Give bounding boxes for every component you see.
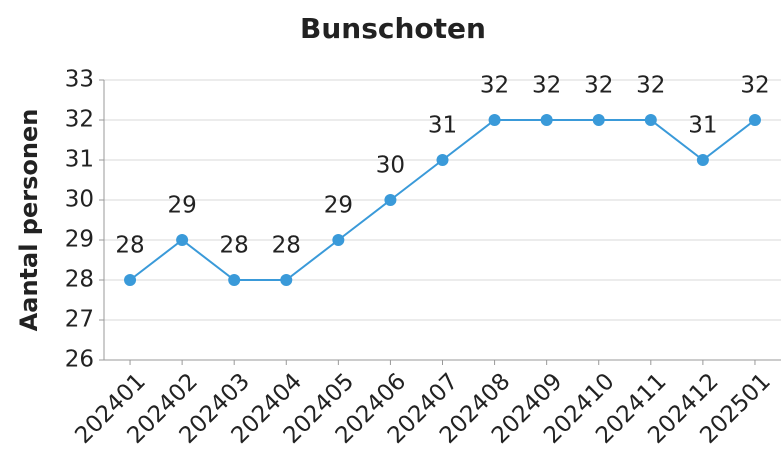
marker — [228, 274, 241, 286]
y-tick-label: 33 — [65, 67, 94, 93]
data-label: 32 — [740, 73, 769, 99]
data-label: 32 — [636, 73, 665, 99]
data-label: 29 — [167, 193, 196, 219]
data-label: 31 — [428, 113, 457, 139]
chart-title: Bunschoten — [300, 12, 486, 45]
marker — [540, 114, 553, 126]
y-tick-label: 31 — [65, 147, 94, 173]
data-label: 31 — [688, 113, 717, 139]
y-tick-label: 30 — [65, 187, 94, 213]
marker — [124, 274, 137, 286]
marker — [488, 114, 501, 126]
data-label: 29 — [324, 193, 353, 219]
y-tick-label: 32 — [65, 107, 94, 133]
y-tick-label: 28 — [65, 267, 94, 293]
marker — [592, 114, 605, 126]
y-tick-label: 26 — [65, 347, 94, 373]
data-label: 30 — [376, 153, 405, 179]
marker — [644, 114, 657, 126]
y-tick-label: 29 — [65, 227, 94, 253]
marker — [696, 154, 709, 166]
data-label: 28 — [272, 233, 301, 259]
y-axis-label: Aantal personen — [15, 109, 43, 332]
data-label: 28 — [220, 233, 249, 259]
y-tick-label: 27 — [65, 307, 94, 333]
marker — [436, 154, 449, 166]
marker — [748, 114, 761, 126]
data-label: 28 — [115, 233, 144, 259]
marker — [176, 234, 189, 246]
marker — [384, 194, 397, 206]
data-label: 32 — [480, 73, 509, 99]
marker — [280, 274, 293, 286]
data-label: 32 — [584, 73, 613, 99]
marker — [332, 234, 345, 246]
data-label: 32 — [532, 73, 561, 99]
